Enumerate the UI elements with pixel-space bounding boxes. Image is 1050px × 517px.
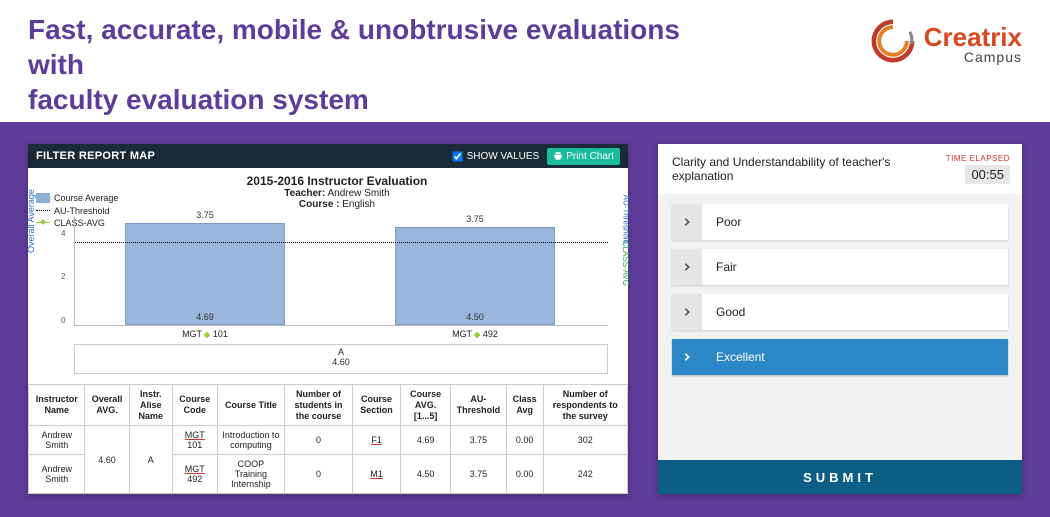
cell-section[interactable]: F1 <box>352 426 400 455</box>
chevron-right-icon <box>672 204 702 240</box>
print-icon <box>553 151 563 161</box>
survey-timer: TIME ELAPSED 00:55 <box>946 154 1010 184</box>
chart-area: 2015-2016 Instructor Evaluation Teacher:… <box>28 168 628 378</box>
chevron-right-icon <box>672 249 702 285</box>
option-label: Fair <box>702 260 737 274</box>
cell-class-avg: 0.00 <box>506 426 543 455</box>
cell-course-avg: 4.50 <box>401 455 451 494</box>
option-label: Good <box>702 305 745 319</box>
show-values-label: SHOW VALUES <box>467 151 540 162</box>
brand-name: Creatrix <box>924 24 1022 50</box>
hero-banner: Fast, accurate, mobile & unobtrusive eva… <box>0 0 1050 122</box>
table-header: Number of students in the course <box>285 385 353 426</box>
submit-button[interactable]: SUBMIT <box>658 460 1022 494</box>
timer-label: TIME ELAPSED <box>946 154 1010 163</box>
cell-alise: A <box>129 426 172 494</box>
cell-course-avg: 4.69 <box>401 426 451 455</box>
chart-teacher-line: Teacher: Andrew Smith <box>56 188 618 199</box>
chart-overall-footer: A 4.60 <box>74 344 608 374</box>
cell-course-code[interactable]: MGT101 <box>172 426 217 455</box>
threshold-line <box>75 242 608 243</box>
show-values-checkbox[interactable] <box>452 151 462 161</box>
chart-course-line: Course : English <box>56 199 618 210</box>
y-tick: 4 <box>61 229 65 238</box>
chart-plot: 0243.754.69MGT 1013.754.50MGT 492 <box>74 216 608 326</box>
cell-threshold: 3.75 <box>451 426 507 455</box>
cell-respondents: 302 <box>543 426 627 455</box>
y-axis-left-label: Overall Average <box>26 189 36 253</box>
option-label: Poor <box>702 215 741 229</box>
bar-threshold-value: 3.75 <box>396 214 554 224</box>
bar-threshold-value: 3.75 <box>126 210 284 220</box>
table-header: Course Section <box>352 385 400 426</box>
legend-threshold-icon <box>36 210 50 211</box>
y-tick: 2 <box>61 272 65 281</box>
show-values-toggle[interactable]: SHOW VALUES <box>451 150 539 163</box>
table-header: Course AVG. [1...5] <box>401 385 451 426</box>
table-header: Class Avg <box>506 385 543 426</box>
bar-value: 4.69 <box>126 312 284 322</box>
cell-students: 0 <box>285 426 353 455</box>
cell-class-avg: 0.00 <box>506 455 543 494</box>
print-chart-button[interactable]: Print Chart <box>547 148 620 165</box>
hero-line2: faculty evaluation system <box>28 84 369 115</box>
y-axis-right-label-2: CLASS-AVG <box>621 240 630 285</box>
overall-value: 4.60 <box>75 357 607 367</box>
bar-value: 4.50 <box>396 312 554 322</box>
overall-label: A <box>75 347 607 357</box>
submit-label: SUBMIT <box>803 470 877 485</box>
hero-line1: Fast, accurate, mobile & unobtrusive eva… <box>28 14 680 80</box>
table-header: Number of respondents to the survey <box>543 385 627 426</box>
report-panel: FILTER REPORT MAP SHOW VALUES Print Char… <box>28 144 628 494</box>
y-axis-right-label-1: AU-Threshold <box>621 194 630 243</box>
table-header: Overall AVG. <box>85 385 129 426</box>
x-axis-label: MGT 492 <box>395 329 555 339</box>
survey-option[interactable]: Fair <box>672 249 1008 285</box>
cell-overall: 4.60 <box>85 426 129 494</box>
cell-instructor: Andrew Smith <box>29 455 85 494</box>
evaluation-table: Instructor NameOverall AVG.Instr. Alise … <box>28 384 628 494</box>
cell-respondents: 242 <box>543 455 627 494</box>
print-chart-label: Print Chart <box>566 151 614 162</box>
table-header: Course Code <box>172 385 217 426</box>
survey-options: Poor Fair Good Excellent <box>658 194 1022 375</box>
survey-option[interactable]: Poor <box>672 204 1008 240</box>
cell-course-title: Introduction to computing <box>217 426 284 455</box>
survey-panel: Clarity and Understandability of teacher… <box>658 144 1022 494</box>
table-header: Instr. Alise Name <box>129 385 172 426</box>
survey-question-row: Clarity and Understandability of teacher… <box>658 144 1022 194</box>
table-header: Course Title <box>217 385 284 426</box>
option-label: Excellent <box>702 350 765 364</box>
brand-sub: Campus <box>964 50 1022 64</box>
timer-value: 00:55 <box>965 165 1010 184</box>
y-tick: 0 <box>61 316 65 325</box>
report-header-title: FILTER REPORT MAP <box>36 150 155 162</box>
chevron-right-icon <box>672 294 702 330</box>
brand-logo: Creatrix Campus <box>870 12 1022 69</box>
table-header: Instructor Name <box>29 385 85 426</box>
cell-students: 0 <box>285 455 353 494</box>
survey-option[interactable]: Good <box>672 294 1008 330</box>
hero-headline: Fast, accurate, mobile & unobtrusive eva… <box>28 12 728 117</box>
x-axis-label: MGT 101 <box>125 329 285 339</box>
table-row: Andrew Smith4.60AMGT101Introduction to c… <box>29 426 628 455</box>
legend-bar-icon <box>36 193 50 203</box>
cell-course-code[interactable]: MGT492 <box>172 455 217 494</box>
logo-mark-icon <box>870 18 916 69</box>
chevron-right-icon <box>672 339 702 375</box>
chart-title: 2015-2016 Instructor Evaluation <box>56 174 618 188</box>
survey-option[interactable]: Excellent <box>672 339 1008 375</box>
table-header: AU-Threshold <box>451 385 507 426</box>
cell-threshold: 3.75 <box>451 455 507 494</box>
cell-instructor: Andrew Smith <box>29 426 85 455</box>
survey-question: Clarity and Understandability of teacher… <box>672 155 946 183</box>
cell-section[interactable]: M1 <box>352 455 400 494</box>
chart-bar: 3.754.69 <box>125 223 285 325</box>
cell-course-title: COOP Training Internship <box>217 455 284 494</box>
legend-bar-label: Course Average <box>54 192 118 205</box>
